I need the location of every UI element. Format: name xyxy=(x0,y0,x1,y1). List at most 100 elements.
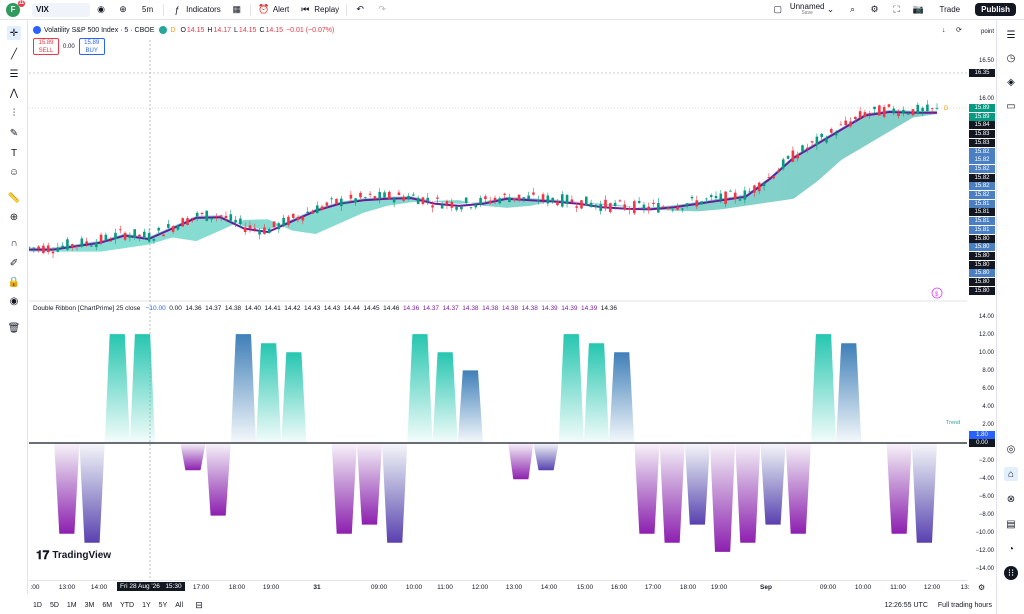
templates-icon[interactable]: ▦ xyxy=(232,4,242,14)
candle-body xyxy=(714,195,718,199)
time-tick: :00 xyxy=(30,584,40,591)
candle-body xyxy=(291,213,295,218)
trash-icon[interactable]: 🗑 xyxy=(7,322,21,334)
range-button-5d[interactable]: 5D xyxy=(49,601,59,609)
chat-icon[interactable]: ▭ xyxy=(1006,100,1016,112)
time-tick: 18:00 xyxy=(228,584,246,591)
interval-button[interactable]: 5m xyxy=(134,0,161,20)
user-avatar[interactable]: F 11 xyxy=(6,0,25,17)
undo-icon[interactable]: ↶ xyxy=(356,4,364,14)
range-button-1y[interactable]: 1Y xyxy=(142,601,151,609)
oscillator-bar-up xyxy=(432,352,458,443)
zoom-in-icon[interactable]: ⊕ xyxy=(9,211,19,223)
oscillator-bar-up xyxy=(230,334,256,443)
calendar-icon[interactable]: ▤ xyxy=(1006,518,1016,530)
range-button-6m[interactable]: 6M xyxy=(102,601,113,609)
streams-icon[interactable]: ⊗ xyxy=(1006,493,1016,505)
quick-search-icon[interactable]: ⌕ xyxy=(849,4,856,14)
alerts-clock-icon[interactable]: ◷ xyxy=(1006,52,1016,64)
layout-menu[interactable]: ▢ Unnamed Save ⌄ xyxy=(767,0,842,20)
text-tool-icon[interactable]: T xyxy=(10,147,18,159)
watchlist-icon[interactable]: ☰ xyxy=(1006,29,1016,41)
candle-body xyxy=(354,198,357,203)
candle-body xyxy=(599,204,603,212)
brush-icon[interactable]: ✎ xyxy=(9,127,19,139)
ruler-icon[interactable]: 📏 xyxy=(7,192,21,204)
range-button-1m[interactable]: 1M xyxy=(66,601,77,609)
camera-icon[interactable]: 📷 xyxy=(912,4,925,14)
scroll-down-icon[interactable]: ↓ xyxy=(942,27,946,34)
time-axis[interactable]: :00 13:00 14:00 17:00 18:00 19:00 31 09:00 10:00… xyxy=(29,580,970,594)
lock-icon[interactable]: 🔒 xyxy=(7,276,21,288)
redo-icon[interactable]: ↷ xyxy=(378,4,386,14)
replay-icon: ⏮ xyxy=(301,4,310,14)
symbol-title[interactable]: Volatility S&P 500 Index · 5 · CBOE xyxy=(44,26,155,34)
session-label[interactable]: Full trading hours xyxy=(937,601,992,609)
candle-body xyxy=(311,211,314,214)
ohlc-l-label: L xyxy=(234,26,238,34)
price-series-label: 15.89 xyxy=(969,112,995,121)
time-axis-settings-icon[interactable]: ⚙ xyxy=(978,583,986,592)
settings-gear-icon[interactable]: ⚙ xyxy=(870,4,879,14)
indicator-legend[interactable]: Double Ribbon [ChartPrime] 25 close −10.… xyxy=(33,305,617,312)
apps-grid-icon[interactable]: ⁝⁝ xyxy=(1004,566,1018,580)
indicator-value: 0.00 xyxy=(169,305,182,312)
candle-body xyxy=(296,216,300,220)
candle-body xyxy=(786,156,790,159)
indicators-button[interactable]: ƒ Indicators xyxy=(166,0,226,20)
trade-button[interactable]: Trade xyxy=(930,0,971,20)
notifications-icon[interactable]: ◔ xyxy=(1007,543,1015,555)
clock-label[interactable]: 12:26:55 UTC xyxy=(884,601,928,609)
trend-line-icon[interactable]: ╱ xyxy=(10,48,18,60)
candle-body xyxy=(263,227,266,234)
sell-button[interactable]: 15.89 SELL xyxy=(33,38,59,55)
candle-body xyxy=(123,232,127,240)
indicator-value: 14.36 xyxy=(185,305,202,312)
symbol-search[interactable]: VIX xyxy=(32,2,90,17)
candle-body xyxy=(407,195,410,200)
pattern-icon[interactable]: ⋀ xyxy=(9,87,19,99)
candle-body xyxy=(897,113,900,117)
eye-hide-icon[interactable]: ◉ xyxy=(9,295,19,307)
price-chart[interactable]: $ xyxy=(29,20,967,580)
candle-body xyxy=(546,195,550,204)
forecast-icon[interactable]: ⫶ xyxy=(12,107,16,119)
event-marker-icon[interactable] xyxy=(931,287,943,299)
publish-button[interactable]: Publish xyxy=(970,0,1024,20)
candle-body xyxy=(820,133,823,138)
range-button-5y[interactable]: 5Y xyxy=(158,601,168,609)
fullscreen-icon[interactable]: ⛶ xyxy=(893,4,900,14)
price-series-label: 15.81 xyxy=(969,199,995,208)
oscillator-bar-up xyxy=(558,334,584,443)
range-button-3m[interactable]: 3M xyxy=(84,601,95,609)
range-button-ytd[interactable]: YTD xyxy=(120,601,135,609)
calendar-range-icon[interactable]: ⊟ xyxy=(195,599,203,610)
replay-button[interactable]: ⏮ Replay xyxy=(294,0,344,20)
emoji-icon[interactable]: ☺ xyxy=(8,166,20,178)
oscillator-bar-up xyxy=(129,334,156,443)
stay-drawing-icon[interactable]: ✐ xyxy=(9,257,19,269)
fib-lines-icon[interactable]: ☰ xyxy=(9,68,19,80)
buy-button[interactable]: 15.89 BUY xyxy=(78,38,105,55)
magnet-icon[interactable]: ∩ xyxy=(10,237,18,249)
drawing-toolbar: ✛ ╱ ☰ ⋀ ⫶ ✎ T ☺ 📏 ⊕ ∩ ✐ 🔒 ◉ 🗑 xyxy=(0,20,28,594)
range-button-all[interactable]: All xyxy=(175,601,184,609)
price-axis[interactable]: point 16.50 16.00 16.35 15.89 15.89 15.84 1… xyxy=(967,20,996,580)
candle-body xyxy=(830,129,833,133)
range-button-1d[interactable]: 1D xyxy=(33,601,42,609)
spread-value: 0.00 xyxy=(63,43,75,50)
oscillator-tick: −14.00 xyxy=(975,566,994,572)
compare-add-icon[interactable]: ⊕ xyxy=(119,4,127,14)
maximize-pane-icon[interactable]: ⟳ xyxy=(956,27,962,34)
ideas-icon[interactable]: ⌂ xyxy=(1004,467,1018,481)
crosshair-icon[interactable]: ✛ xyxy=(7,26,21,40)
alert-button[interactable]: ⏰ Alert xyxy=(253,0,294,20)
oscillator-bar-up xyxy=(836,343,862,443)
dividend-marker-icon[interactable]: D xyxy=(944,106,949,112)
candle-body xyxy=(37,246,40,249)
price-series-label: 15.83 xyxy=(969,138,995,147)
layers-icon[interactable]: ◈ xyxy=(1007,76,1015,88)
candle-body xyxy=(628,208,631,210)
eye-icon[interactable]: ◉ xyxy=(97,4,105,14)
target-icon[interactable]: ◎ xyxy=(1006,443,1016,455)
